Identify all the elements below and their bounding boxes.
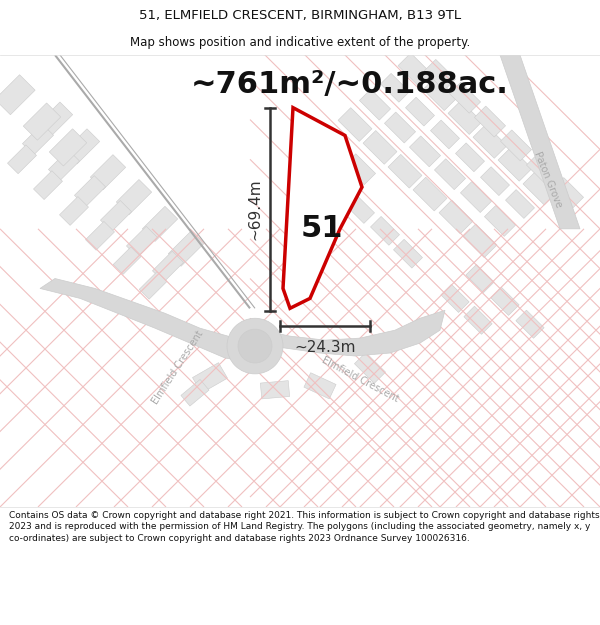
Text: 51: 51 xyxy=(301,214,343,243)
Text: 51, ELMFIELD CRESCENT, BIRMINGHAM, B13 9TL: 51, ELMFIELD CRESCENT, BIRMINGHAM, B13 9… xyxy=(139,9,461,22)
Polygon shape xyxy=(500,55,580,229)
Bar xyxy=(553,177,584,209)
Bar xyxy=(506,189,535,218)
Bar xyxy=(142,206,178,241)
Text: ~24.3m: ~24.3m xyxy=(294,340,356,355)
Bar xyxy=(338,107,372,141)
Text: Elmfield Crescent: Elmfield Crescent xyxy=(320,356,400,404)
Polygon shape xyxy=(283,107,362,308)
Bar xyxy=(409,136,440,167)
Bar xyxy=(413,177,447,211)
Bar xyxy=(491,288,519,316)
Bar xyxy=(463,224,497,258)
Bar xyxy=(169,231,203,266)
Bar xyxy=(460,182,491,213)
Bar xyxy=(481,167,509,196)
Bar xyxy=(49,129,87,166)
Bar xyxy=(355,352,386,383)
Bar xyxy=(304,372,336,399)
Bar xyxy=(448,101,482,134)
Bar xyxy=(139,272,167,299)
Bar xyxy=(441,284,469,312)
Bar xyxy=(498,148,532,181)
Bar xyxy=(64,129,100,164)
Circle shape xyxy=(227,318,283,374)
Bar xyxy=(424,59,455,91)
Bar xyxy=(466,264,494,292)
Polygon shape xyxy=(255,310,445,363)
Bar xyxy=(473,124,507,158)
Bar xyxy=(193,362,227,393)
Bar xyxy=(152,251,184,282)
Bar xyxy=(260,381,290,399)
Bar xyxy=(23,103,61,140)
Bar xyxy=(22,124,53,155)
Bar xyxy=(526,154,557,185)
Bar xyxy=(8,145,37,174)
Bar xyxy=(406,98,434,126)
Bar xyxy=(344,154,376,185)
Bar xyxy=(475,106,506,137)
Bar xyxy=(100,201,131,231)
Bar xyxy=(363,131,397,164)
Bar xyxy=(385,112,416,143)
Bar xyxy=(388,154,422,188)
Bar xyxy=(74,176,106,206)
Bar xyxy=(434,159,466,189)
Text: Elmfield Crescent: Elmfield Crescent xyxy=(151,329,206,406)
Circle shape xyxy=(238,329,272,363)
Bar xyxy=(380,73,409,102)
Bar xyxy=(449,82,481,113)
Text: Paton Grove: Paton Grove xyxy=(532,149,564,209)
Bar xyxy=(91,154,125,190)
Polygon shape xyxy=(40,279,255,363)
Bar xyxy=(423,77,457,111)
Bar xyxy=(181,379,209,406)
Bar xyxy=(0,75,35,115)
Text: Map shows position and indicative extent of the property.: Map shows position and indicative extent… xyxy=(130,36,470,49)
Bar xyxy=(464,306,492,334)
Bar xyxy=(319,174,350,204)
Bar xyxy=(523,171,557,205)
Bar xyxy=(116,179,152,214)
Text: Contains OS data © Crown copyright and database right 2021. This information is : Contains OS data © Crown copyright and d… xyxy=(9,511,599,543)
Bar xyxy=(398,53,432,87)
Bar xyxy=(34,171,62,199)
Bar xyxy=(394,239,422,268)
Text: ~69.4m: ~69.4m xyxy=(247,179,262,240)
Bar xyxy=(455,143,484,172)
Bar xyxy=(439,200,473,234)
Bar xyxy=(113,247,141,274)
Bar xyxy=(127,226,158,258)
Bar xyxy=(431,120,460,149)
Bar xyxy=(500,130,532,161)
Bar xyxy=(59,197,88,226)
Bar xyxy=(346,194,374,223)
Bar xyxy=(359,89,391,120)
Bar xyxy=(484,206,515,236)
Bar xyxy=(86,221,115,250)
Bar xyxy=(371,216,400,245)
Bar xyxy=(516,310,544,338)
Text: ~761m²/~0.188ac.: ~761m²/~0.188ac. xyxy=(191,70,509,99)
Bar xyxy=(49,150,80,181)
Bar xyxy=(37,102,73,137)
